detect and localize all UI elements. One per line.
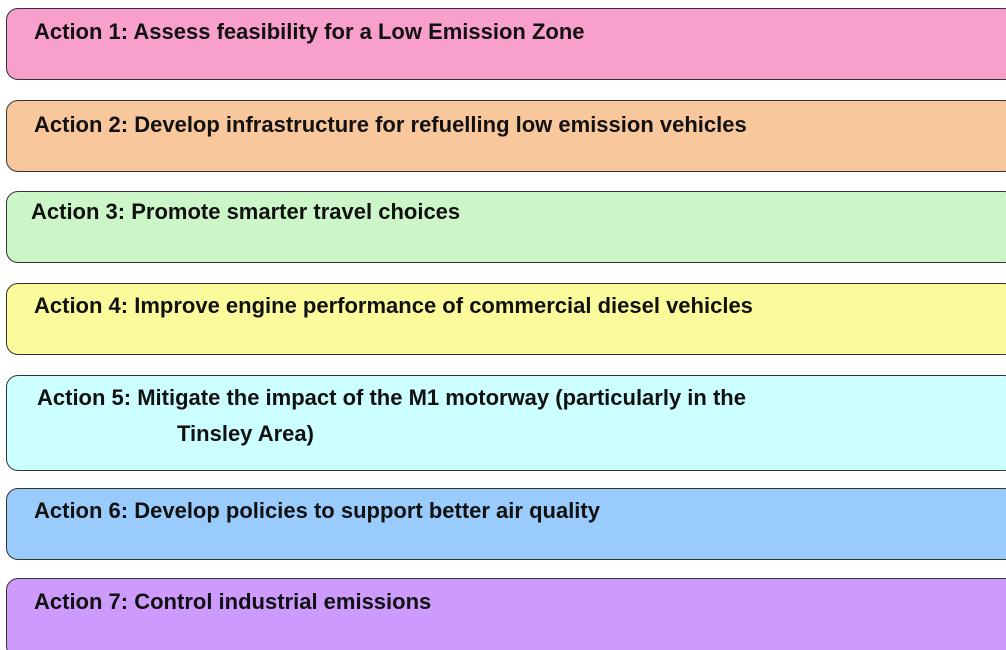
action-box: Action 2: Develop infrastructure for ref… [6, 100, 1006, 172]
action-box: Action 7: Control industrial emissions [6, 578, 1006, 650]
action-text: Action 4: Improve engine performance of … [34, 293, 753, 318]
action-box: Action 4: Improve engine performance of … [6, 283, 1006, 355]
action-text: Action 3: Promote smarter travel choices [31, 199, 461, 224]
action-text: Action 5: Mitigate the impact of the M1 … [37, 385, 746, 410]
action-box: Action 1: Assess feasibility for a Low E… [6, 8, 1006, 80]
action-text: Action 6: Develop policies to support be… [34, 498, 600, 523]
action-box: Action 5: Mitigate the impact of the M1 … [6, 375, 1006, 471]
action-box: Action 6: Develop policies to support be… [6, 488, 1006, 560]
action-text: Action 2: Develop infrastructure for ref… [34, 112, 747, 137]
action-text: Action 1: Assess feasibility for a Low E… [34, 19, 585, 44]
action-box: Action 3: Promote smarter travel choices [6, 191, 1006, 263]
action-text: Tinsley Area) [177, 421, 314, 446]
action-text: Action 7: Control industrial emissions [34, 589, 432, 614]
